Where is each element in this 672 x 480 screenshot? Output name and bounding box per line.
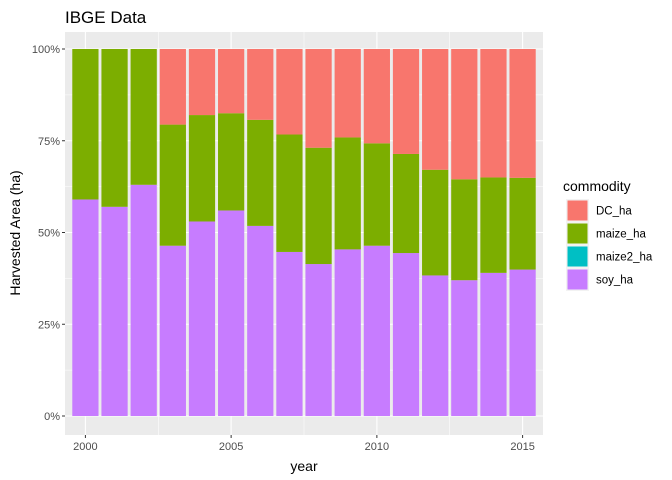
- bar-DC_ha-2014: [480, 49, 507, 178]
- bar-maize_ha-2009: [334, 137, 361, 250]
- bar-DC_ha-2011: [392, 49, 420, 154]
- bar-maize_ha-2002: [130, 49, 157, 185]
- y-tick-label: 75%: [38, 136, 60, 148]
- bar-soy_ha-2000: [72, 199, 99, 416]
- bar-soy_ha-2010: [363, 245, 390, 416]
- bar-DC_ha-2012: [422, 49, 449, 170]
- bar-DC_ha-2009: [334, 49, 361, 138]
- chart-title: IBGE Data: [65, 8, 147, 27]
- legend-label-soy_ha: soy_ha: [596, 275, 634, 287]
- x-axis-title: year: [290, 458, 318, 474]
- bar-maize_ha-2011: [392, 153, 420, 254]
- bar-maize_ha-2006: [247, 119, 274, 226]
- bar-maize_ha-2010: [363, 143, 390, 246]
- legend-title: commodity: [563, 178, 631, 194]
- legend-key-maize_ha: [567, 223, 588, 244]
- legend-label-DC_ha: DC_ha: [596, 206, 632, 218]
- legend: commodity DC_ha maize_ha maize2_ha soy_ha: [563, 178, 653, 291]
- bar-DC_ha-2005: [218, 49, 245, 114]
- legend-key-DC_ha: [567, 200, 588, 221]
- bar-maize_ha-2008: [305, 147, 332, 265]
- y-tick-label: 25%: [38, 319, 60, 331]
- bar-DC_ha-2003: [159, 49, 186, 125]
- bar-soy_ha-2014: [480, 272, 507, 416]
- x-tick-label: 2005: [219, 441, 243, 453]
- x-tick-label: 2000: [73, 441, 97, 453]
- bar-maize_ha-2013: [451, 179, 478, 281]
- bar-soy_ha-2004: [188, 221, 216, 416]
- y-axis: 0% 25% 50% 75% 100%: [32, 44, 65, 423]
- bar-maize_ha-2003: [159, 124, 186, 246]
- legend-items: DC_ha maize_ha maize2_ha soy_ha: [566, 199, 653, 291]
- bar-maize_ha-2014: [480, 177, 507, 273]
- bar-maize_ha-2015: [509, 177, 536, 270]
- bar-maize_ha-2005: [218, 113, 245, 211]
- bar-soy_ha-2001: [101, 206, 128, 416]
- bar-soy_ha-2002: [130, 184, 157, 416]
- bar-maize_ha-2004: [188, 115, 216, 222]
- bar-maize_ha-2000: [72, 49, 99, 200]
- bar-soy_ha-2006: [247, 225, 274, 416]
- legend-label-maize2_ha: maize2_ha: [596, 252, 653, 264]
- bar-DC_ha-2004: [188, 49, 216, 116]
- y-tick-label: 50%: [38, 228, 60, 240]
- bar-soy_ha-2009: [334, 249, 361, 416]
- bar-DC_ha-2015: [509, 49, 536, 178]
- bar-soy_ha-2003: [159, 245, 186, 416]
- bar-soy_ha-2015: [509, 269, 536, 416]
- bar-DC_ha-2006: [247, 49, 274, 120]
- bar-DC_ha-2013: [451, 49, 478, 180]
- x-tick-label: 2015: [510, 441, 534, 453]
- y-axis-title: Harvested Area (ha): [7, 170, 23, 295]
- bar-maize_ha-2001: [101, 49, 128, 207]
- bar-DC_ha-2008: [305, 49, 332, 148]
- bar-soy_ha-2012: [422, 275, 449, 416]
- bar-soy_ha-2005: [218, 210, 245, 416]
- bar-DC_ha-2010: [363, 49, 390, 144]
- legend-key-maize2_ha: [567, 246, 588, 267]
- bar-soy_ha-2008: [305, 264, 332, 416]
- bar-soy_ha-2007: [276, 251, 303, 416]
- bar-maize_ha-2007: [276, 134, 303, 252]
- bar-soy_ha-2013: [451, 280, 478, 416]
- bar-DC_ha-2007: [276, 49, 303, 135]
- legend-key-soy_ha: [567, 269, 588, 290]
- legend-label-maize_ha: maize_ha: [596, 229, 646, 241]
- y-tick-label: 0%: [44, 411, 60, 423]
- y-tick-label: 100%: [32, 44, 60, 56]
- x-axis: 2000 2005 2010 2015: [73, 435, 535, 453]
- x-tick-label: 2010: [365, 441, 389, 453]
- bars: [72, 49, 536, 416]
- bar-maize_ha-2012: [422, 169, 449, 276]
- bar-soy_ha-2011: [392, 253, 420, 416]
